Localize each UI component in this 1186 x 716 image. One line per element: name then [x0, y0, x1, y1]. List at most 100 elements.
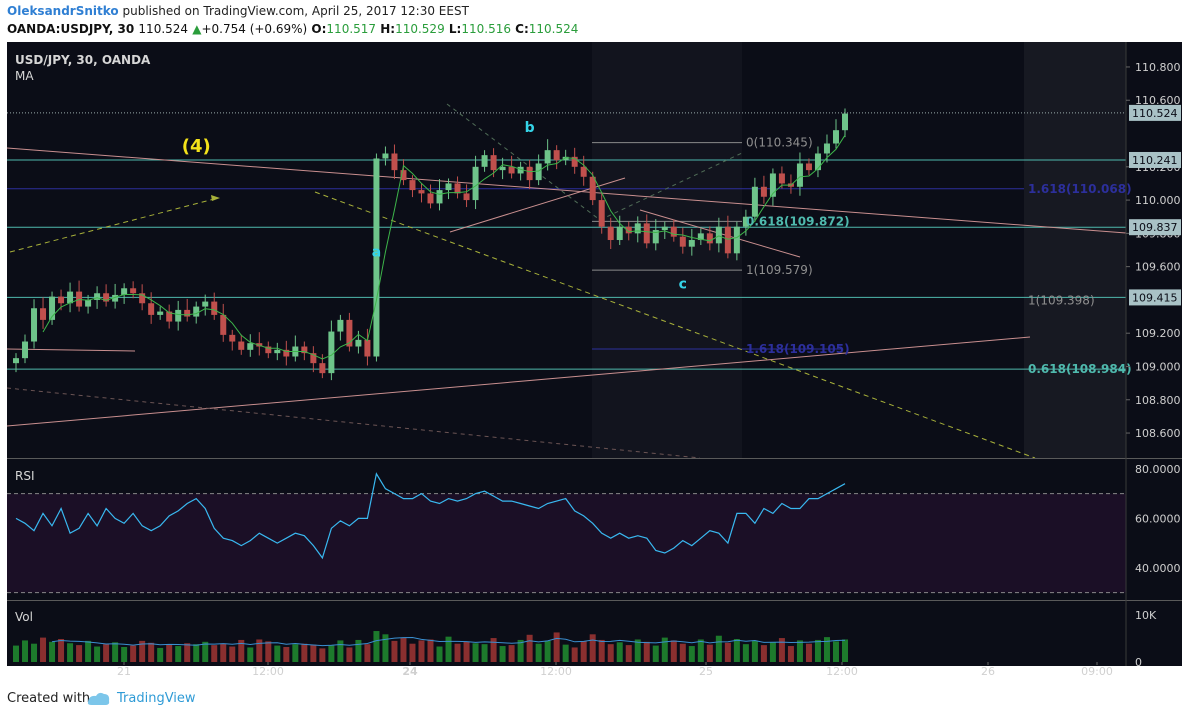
candle-body [22, 341, 29, 359]
symbol-label: OANDA:USDJPY, 30 [7, 22, 135, 36]
x-tick-label: 26 [981, 665, 995, 678]
high-label: H: [380, 22, 396, 36]
y-tick-label: 108.600 [1135, 427, 1181, 440]
wave-b-trendline [449, 177, 626, 233]
fib-level-label: 1.618(109.105) [746, 342, 850, 356]
candle-body [265, 346, 272, 354]
volume-bar [247, 647, 254, 662]
candle-body [283, 349, 290, 357]
candle-body [409, 180, 416, 191]
candle-body [391, 153, 398, 171]
volume-bar [688, 646, 695, 662]
candle-body [373, 158, 380, 357]
candle-body [679, 236, 686, 247]
volume-bar [571, 647, 578, 662]
volume-bar [490, 638, 497, 662]
tradingview-logo-icon [86, 690, 112, 712]
x-tick-label: 21 [117, 665, 131, 678]
x-tick-label: 12:00 [252, 665, 284, 678]
publish-info: published on TradingView.com, April 25, … [118, 4, 469, 18]
volume-bar [724, 642, 731, 662]
volume-bar [760, 645, 767, 662]
volume-bar [364, 644, 371, 662]
volume-bar [400, 637, 407, 662]
candle-body [697, 233, 704, 241]
x-tick-label: 25 [699, 665, 713, 678]
volume-bar [67, 643, 74, 662]
volume-bar [769, 642, 776, 662]
candle-body [427, 193, 434, 204]
candle-body [148, 303, 155, 315]
volume-bar [832, 641, 839, 662]
future-zone [1024, 42, 1126, 458]
volume-bar [175, 646, 182, 662]
candle-body [85, 299, 92, 307]
volume-bar [409, 643, 416, 662]
volume-bar [715, 635, 722, 662]
x-tick-label: 24 [402, 665, 418, 678]
open-value: 110.517 [326, 22, 377, 36]
candle-body [193, 306, 200, 317]
candle-body [310, 353, 317, 364]
volume-bar [148, 642, 155, 662]
volume-bar [184, 643, 191, 662]
chart-canvas[interactable]: 0(110.345) 1.618(110.068) 0.618(109.872) 1(… [0, 0, 1186, 684]
candle-body [643, 223, 650, 244]
candle-body [842, 113, 848, 131]
candle-body [598, 200, 605, 227]
descending-trendline [6, 147, 1127, 234]
open-label: O: [311, 22, 327, 36]
candle-body [274, 349, 281, 354]
candle-body [112, 294, 119, 302]
candle-body [220, 314, 227, 335]
volume-bar [103, 644, 110, 662]
volume-bar [283, 646, 290, 662]
price-badge-label: 110.241 [1132, 154, 1178, 167]
volume-bar [373, 631, 380, 662]
vol-pane-title: Vol [15, 610, 33, 624]
rsi-line [15, 472, 846, 560]
volume-bar [40, 637, 47, 662]
price-badge-label: 109.837 [1132, 221, 1178, 234]
volume-bar [292, 644, 299, 662]
x-tick-label: 09:00 [1081, 665, 1113, 678]
vol-tick-label: 10K [1135, 609, 1157, 622]
y-tick-label: 109.200 [1135, 327, 1181, 340]
projection-zone [592, 42, 742, 458]
volume-bar [652, 645, 659, 662]
wave-label-b: b [525, 120, 535, 136]
volume-bar [661, 637, 668, 662]
candle-body [769, 173, 776, 197]
up-arrow-icon: ▲ [192, 22, 202, 36]
candle-body [130, 288, 137, 294]
high-value: 110.529 [395, 22, 445, 36]
volume-bar [301, 643, 308, 662]
candle-body [364, 339, 371, 357]
candle-body [652, 230, 659, 244]
candle-body [481, 155, 488, 167]
volume-bar [778, 638, 785, 662]
volume-bar [553, 632, 560, 662]
candle-body [67, 291, 74, 304]
wave-label-c: c [679, 276, 687, 292]
volume-ma-line [51, 636, 846, 647]
candle-body [832, 130, 839, 144]
fib-level-label: 1(109.579) [746, 263, 813, 277]
ma-line [42, 134, 846, 360]
volume-bar [310, 644, 317, 662]
candle-body [562, 156, 569, 161]
dashed-fan-line [599, 152, 743, 221]
candle-body [760, 186, 767, 197]
tradingview-link[interactable]: TradingView [117, 691, 196, 706]
candle-body [418, 190, 425, 194]
author-link[interactable]: OleksandrSnitko [7, 4, 119, 18]
chart-header: OleksandrSnitko published on TradingView… [0, 0, 1186, 42]
volume-bar [805, 643, 812, 662]
candle-body [526, 166, 533, 181]
volume-bar [166, 644, 173, 662]
candle-body [742, 216, 749, 227]
volume-bar [319, 648, 326, 662]
volume-bar [193, 644, 200, 662]
volume-bar [22, 640, 29, 662]
volume-bar [544, 640, 551, 662]
